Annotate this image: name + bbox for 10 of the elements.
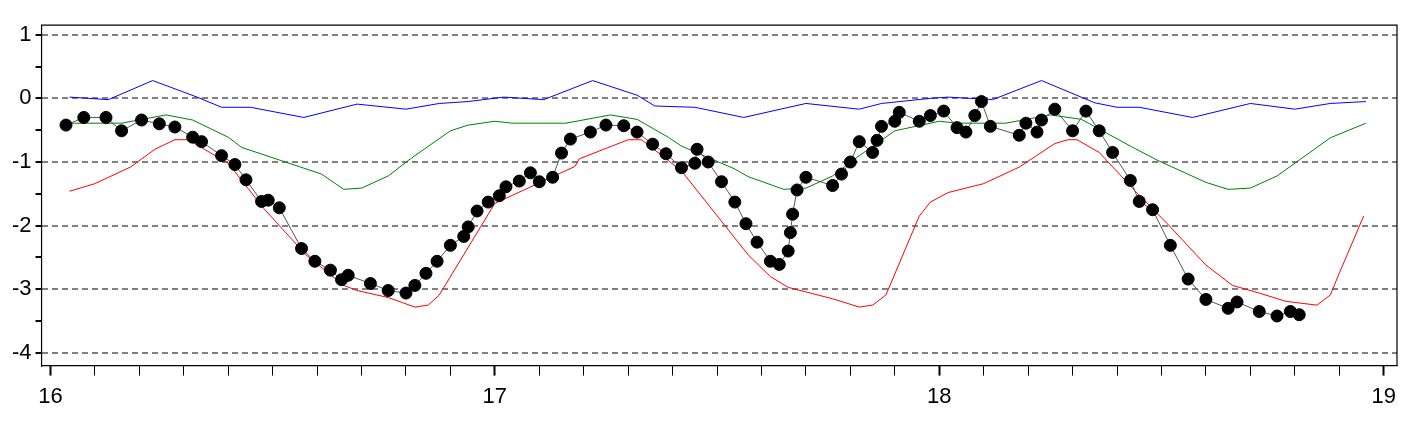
y-tick-label: 0	[19, 84, 32, 110]
x-tick-label: 18	[927, 382, 952, 408]
y-tick-label: -1	[12, 148, 32, 174]
x-tick-label: 17	[482, 382, 508, 408]
y-tick-label: -2	[12, 211, 32, 237]
y-tick-label: -4	[12, 338, 32, 364]
y-tick-label: -3	[12, 275, 32, 301]
x-tick-label: 16	[38, 382, 63, 408]
y-tick-label: 1	[19, 20, 32, 46]
x-tick-label: 19	[1371, 382, 1396, 408]
